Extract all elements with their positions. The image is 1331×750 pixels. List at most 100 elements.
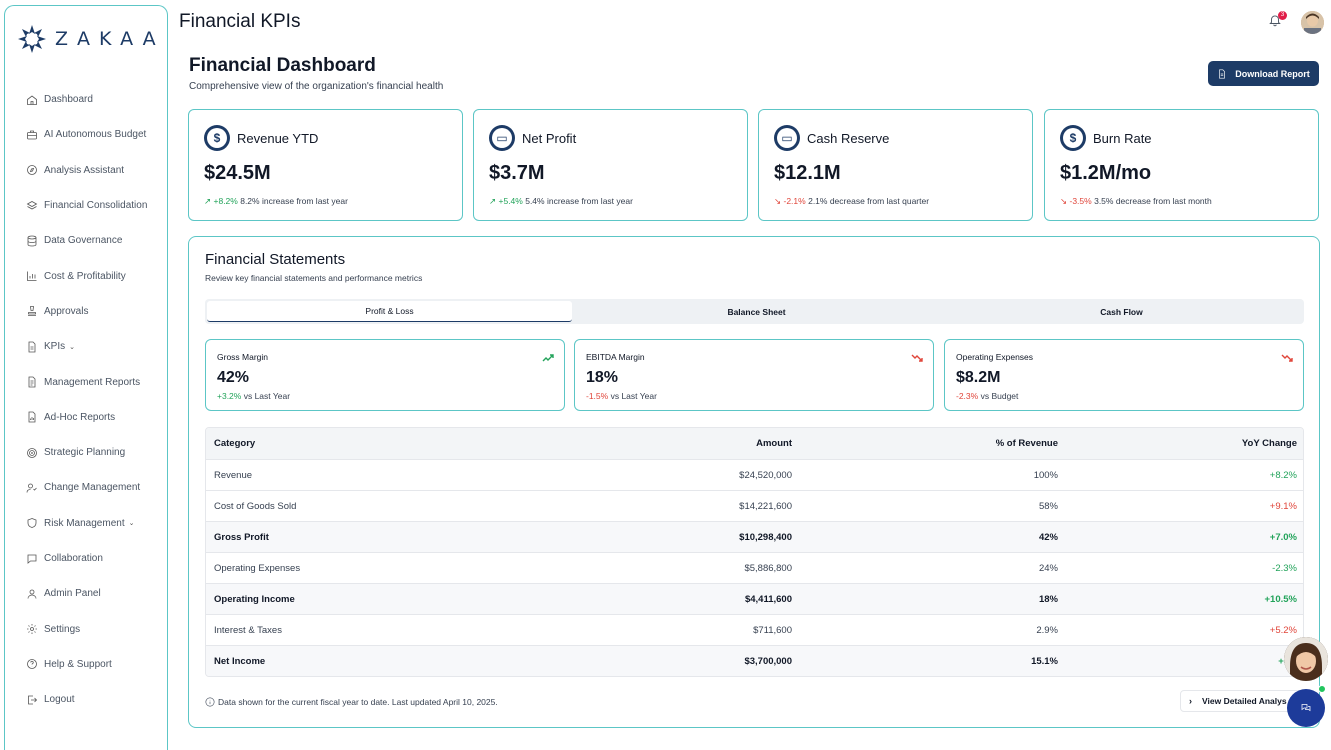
sidebar-item-logout[interactable]: Logout — [5, 682, 167, 717]
row-category: Gross Profit — [214, 531, 269, 543]
bar-chart-icon — [26, 270, 38, 282]
document-icon — [1219, 69, 1226, 78]
sidebar-item-ad-hoc-reports[interactable]: Ad-Hoc Reports — [5, 400, 167, 435]
kpi-change: ↗ +8.2% 8.2% increase from last year — [204, 196, 348, 207]
sidebar-item-label: AI Autonomous Budget — [44, 129, 147, 141]
sidebar-item-label: Financial Consolidation — [44, 200, 148, 212]
bell-icon — [1269, 15, 1281, 27]
metric-value: 18% — [586, 369, 619, 386]
column-header[interactable]: % of Revenue — [995, 438, 1058, 449]
dashboard-subtitle: Comprehensive view of the organization's… — [189, 81, 444, 92]
row-yoy-change: +7.0% — [1269, 531, 1297, 543]
download-report-label: Download Report — [1235, 68, 1310, 79]
row-amount: $711,600 — [753, 624, 792, 636]
open-chat-button[interactable] — [1287, 689, 1325, 727]
sidebar-item-data-governance[interactable]: Data Governance — [5, 223, 167, 258]
sidebar-item-approvals[interactable]: Approvals — [5, 294, 167, 329]
sidebar-item-financial-consolidation[interactable]: Financial Consolidation — [5, 188, 167, 223]
trend-arrow-icon: ↘ — [1060, 196, 1068, 206]
sidebar-item-change-management[interactable]: Change Management — [5, 470, 167, 505]
tab-balance-sheet[interactable]: Balance Sheet — [727, 306, 786, 317]
compass-icon — [26, 164, 38, 176]
zakaa-logo[interactable]: ZAKAA — [17, 24, 165, 54]
row-percent-revenue: 2.9% — [1036, 624, 1058, 636]
footnote-text: Data shown for the current fiscal year t… — [218, 697, 498, 707]
dollar-circle-icon: $ — [204, 125, 230, 151]
column-header[interactable]: YoY Change — [1241, 438, 1297, 449]
brand-name: ZAKAA — [55, 28, 165, 50]
stamp-icon — [26, 305, 38, 317]
sidebar-item-settings[interactable]: Settings — [5, 611, 167, 646]
kpi-card-net-profit: ▭ Net Profit $3.7M ↗ +5.4% 5.4% increase fr… — [473, 109, 748, 221]
sidebar-item-management-reports[interactable]: Management Reports — [5, 364, 167, 399]
assistant-avatar[interactable] — [1284, 637, 1328, 681]
info-icon — [205, 697, 215, 707]
row-amount: $10,298,400 — [739, 531, 792, 543]
tab-profit-loss[interactable]: Profit & Loss — [207, 301, 572, 322]
sidebar-item-label: Logout — [44, 694, 75, 706]
chat-icon — [26, 553, 38, 565]
row-category: Cost of Goods Sold — [214, 500, 297, 512]
sidebar-item-label: Ad-Hoc Reports — [44, 411, 116, 423]
column-header[interactable]: Category — [214, 438, 256, 449]
layers-icon — [26, 200, 38, 212]
kpi-title: Revenue YTD — [237, 131, 319, 146]
sidebar-item-label: Data Governance — [44, 235, 123, 247]
row-yoy-change: +9.1% — [1269, 500, 1297, 512]
sidebar-item-analysis-assistant[interactable]: Analysis Assistant — [5, 153, 167, 188]
gear-icon — [26, 623, 38, 635]
user-avatar[interactable] — [1301, 11, 1324, 34]
row-amount: $24,520,000 — [739, 469, 792, 481]
page-title: Financial KPIs — [179, 11, 301, 32]
users-icon — [26, 482, 38, 494]
sidebar-item-label: Collaboration — [44, 553, 103, 564]
profit-loss-table: Category Amount % of Revenue YoY Change Reve… — [205, 427, 1304, 677]
sidebar-item-admin-panel[interactable]: Admin Panel — [5, 576, 167, 611]
table-row: Interest & Taxes $711,600 2.9% +5.2% — [206, 614, 1303, 645]
dollar-circle-icon: $ — [1060, 125, 1086, 151]
sidebar-item-collaboration[interactable]: Collaboration — [5, 541, 167, 576]
metric-change-value: -2.3% — [956, 391, 979, 401]
kpi-title: Cash Reserve — [807, 131, 890, 146]
sidebar-item-cost-profitability[interactable]: Cost & Profitability — [5, 258, 167, 293]
row-amount: $3,700,000 — [744, 655, 792, 667]
sidebar-item-help-support[interactable]: Help & Support — [5, 647, 167, 682]
sidebar-item-ai-autonomous-budget[interactable]: AI Autonomous Budget — [5, 117, 167, 152]
metric-label: Operating Expenses — [956, 352, 1034, 362]
kpi-change: ↘ -3.5% 3.5% decrease from last month — [1060, 196, 1212, 207]
row-percent-revenue: 18% — [1038, 593, 1058, 605]
report-icon — [26, 376, 38, 388]
metric-change-note: vs Last Year — [610, 391, 657, 401]
sidebar: ZAKAA Dashboard AI Autonomous Budget Analy… — [4, 5, 168, 750]
kpi-value: $3.7M — [489, 162, 545, 184]
kpi-value: $24.5M — [204, 162, 271, 184]
sidebar-item-strategic-planning[interactable]: Strategic Planning — [5, 435, 167, 470]
chevron-down-icon: ⌄ — [69, 343, 75, 351]
sidebar-item-label: Admin Panel — [44, 588, 101, 600]
sidebar-item-kpis[interactable]: KPIs ⌄ — [5, 329, 167, 364]
row-percent-revenue: 100% — [1033, 469, 1058, 481]
row-category: Net Income — [214, 655, 266, 667]
avatar-image — [1301, 11, 1324, 34]
kpi-value: $1.2M/mo — [1060, 162, 1152, 184]
kpi-change: ↘ -2.1% 2.1% decrease from last quarter — [774, 196, 929, 207]
sidebar-item-label: Help & Support — [44, 658, 112, 670]
metric-change-note: vs Last Year — [243, 391, 291, 401]
metric-change-note: vs Budget — [980, 391, 1019, 401]
notifications-button[interactable] — [1268, 13, 1284, 29]
row-yoy-change: +10.5% — [1264, 593, 1298, 605]
row-yoy-change: +5.2% — [1269, 624, 1297, 636]
sidebar-item-label: Settings — [44, 623, 81, 635]
sidebar-item-label: Cost & Profitability — [44, 270, 126, 282]
trend-arrow-icon: ↘ — [774, 196, 782, 206]
table-row: Operating Expenses $5,886,800 24% -2.3% — [206, 552, 1303, 583]
sidebar-item-dashboard[interactable]: Dashboard — [5, 82, 167, 117]
row-category: Operating Income — [214, 593, 295, 605]
column-header[interactable]: Amount — [756, 438, 792, 449]
sidebar-item-label: Dashboard — [44, 94, 93, 106]
financial-statements-panel: Financial Statements Review key financia… — [188, 236, 1320, 728]
download-report-button[interactable]: Download Report — [1208, 61, 1319, 86]
metric-change: -1.5% vs Last Year — [586, 391, 657, 401]
tab-cash-flow[interactable]: Cash Flow — [1100, 306, 1143, 317]
sidebar-item-risk-management[interactable]: Risk Management ⌄ — [5, 506, 167, 541]
